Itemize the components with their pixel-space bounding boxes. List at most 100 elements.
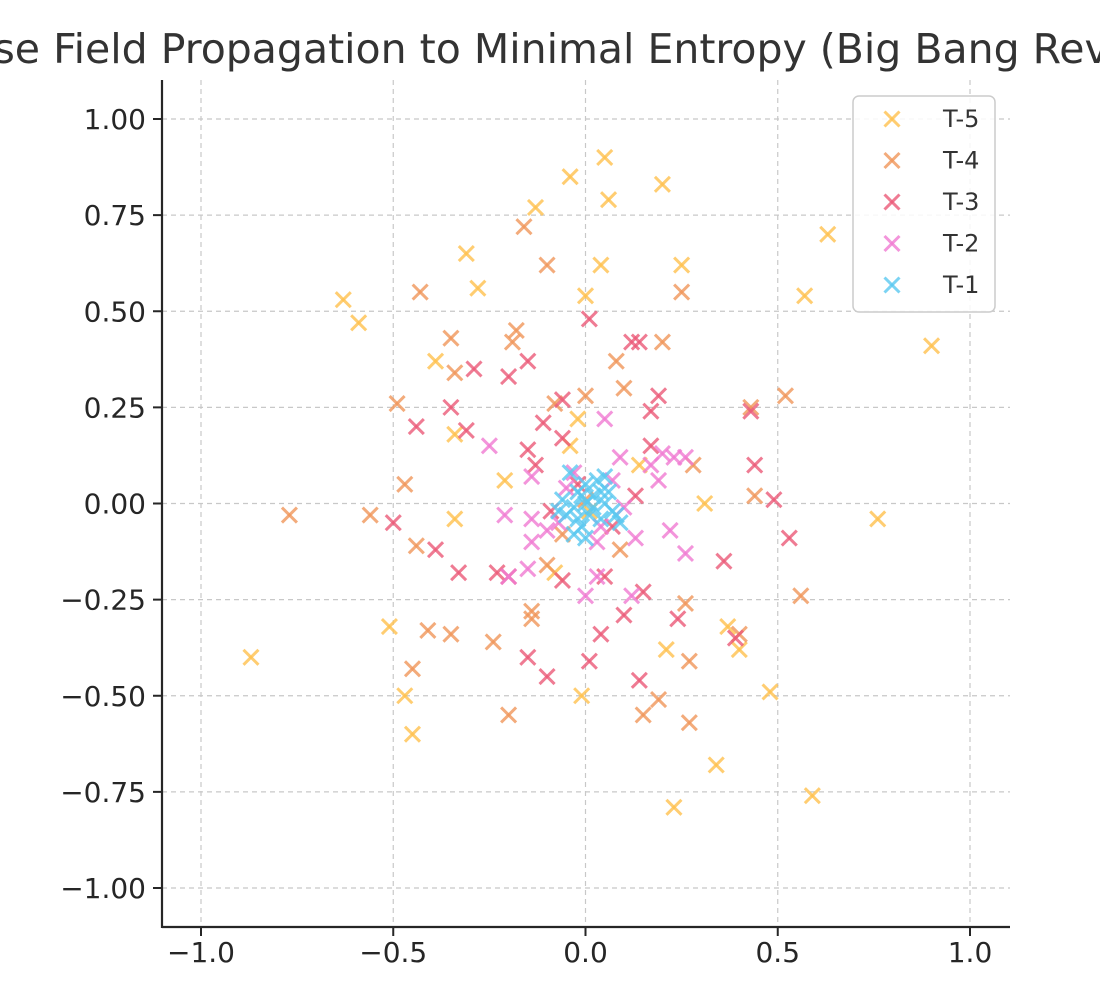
legend-label: T-5: [942, 105, 979, 133]
data-point-marker: [592, 256, 610, 274]
y-tick-label: 0.00: [84, 488, 146, 521]
legend-marker: [883, 276, 901, 294]
data-point-marker: [592, 625, 610, 643]
data-point-marker: [665, 798, 683, 816]
data-point-marker: [500, 368, 518, 386]
data-point-marker: [426, 352, 445, 370]
data-point-marker: [611, 448, 629, 466]
data-point-marker: [796, 287, 814, 305]
data-point-marker: [500, 567, 518, 586]
series-T-1: [550, 464, 629, 547]
data-point-marker: [442, 625, 460, 643]
data-point-marker: [407, 418, 425, 436]
data-point-marker: [523, 533, 541, 551]
data-point-marker: [523, 602, 541, 620]
data-point-marker: [557, 479, 575, 497]
data-point-marker: [592, 483, 610, 501]
data-point-marker: [515, 218, 533, 236]
data-point-marker: [607, 352, 625, 370]
data-point-marker: [649, 387, 668, 405]
x-tick-label: 1.0: [948, 936, 993, 969]
data-point-marker: [550, 502, 568, 520]
x-tick-label: −1.0: [167, 936, 235, 969]
data-point-marker: [615, 379, 633, 397]
data-point-marker: [580, 652, 598, 670]
data-point-marker: [442, 329, 460, 347]
data-point-marker: [615, 606, 633, 624]
data-point-marker: [746, 456, 764, 474]
data-point-marker: [649, 471, 668, 489]
data-point-marker: [673, 283, 691, 301]
data-point-marker: [803, 787, 821, 805]
data-point-marker: [715, 552, 733, 570]
data-point-marker: [523, 468, 541, 486]
data-point-marker: [611, 514, 629, 532]
y-tick-label: −0.50: [60, 680, 146, 713]
data-point-marker: [573, 687, 591, 705]
data-point-marker: [523, 510, 541, 528]
data-point-marker: [526, 198, 545, 216]
data-point-marker: [696, 494, 714, 513]
data-point-marker: [526, 456, 545, 474]
data-point-marker: [488, 564, 506, 582]
data-point-marker: [588, 567, 606, 586]
data-point-marker: [611, 541, 629, 559]
y-tick-label: 0.25: [84, 391, 146, 424]
data-point-marker: [707, 756, 725, 774]
legend-label: T-4: [942, 147, 979, 175]
data-point-marker: [634, 706, 652, 724]
data-point-marker: [396, 475, 414, 493]
data-point-marker: [500, 706, 518, 724]
data-point-marker: [446, 425, 464, 443]
data-point-marker: [561, 168, 579, 186]
data-point-marker: [653, 175, 671, 193]
data-point-marker: [403, 725, 422, 743]
data-point-marker: [507, 321, 525, 340]
data-point-marker: [553, 429, 571, 447]
series-T-4: [280, 218, 810, 732]
data-point-marker: [623, 333, 641, 351]
data-point-marker: [623, 587, 641, 605]
data-point-marker: [565, 525, 583, 543]
data-point-marker: [600, 483, 618, 501]
data-point-marker: [780, 529, 798, 547]
data-point-marker: [653, 333, 671, 351]
data-point-marker: [484, 633, 502, 651]
data-point-marker: [626, 529, 645, 547]
data-point-marker: [519, 648, 537, 666]
x-tick-label: −0.5: [359, 936, 427, 969]
data-point-marker: [634, 583, 652, 601]
data-point-marker: [469, 279, 487, 297]
series-T-3: [384, 310, 798, 689]
data-point-marker: [465, 360, 483, 378]
y-tick-label: 1.00: [84, 103, 146, 136]
data-point-marker: [496, 471, 514, 489]
y-tick-label: −0.75: [60, 776, 146, 809]
data-point-marker: [403, 660, 422, 678]
y-tick-label: −1.00: [60, 872, 146, 905]
data-point-marker: [719, 617, 737, 636]
data-point-marker: [534, 414, 552, 432]
legend-marker: [883, 234, 901, 253]
data-point-marker: [630, 333, 648, 351]
data-point-marker: [576, 529, 595, 547]
data-point-marker: [573, 487, 591, 505]
data-point-marker: [380, 617, 398, 636]
ticks: −1.0 −0.5 0.0 0.5 1.0 1.00 0.75 0.50 0.25 0.00 −0.…: [60, 103, 992, 969]
data-point-marker: [869, 510, 887, 528]
data-point-marker: [576, 587, 595, 605]
data-point-marker: [553, 491, 571, 509]
data-point-marker: [496, 506, 514, 524]
data-point-marker: [569, 475, 587, 493]
data-point-marker: [676, 544, 695, 563]
legend-label: T-2: [942, 230, 979, 258]
data-point-marker: [819, 225, 837, 243]
data-point-marker: [761, 683, 779, 701]
data-point-marker: [673, 256, 691, 274]
data-point-marker: [642, 456, 660, 474]
data-point-marker: [419, 621, 437, 639]
legend-frame: [852, 95, 996, 313]
data-point-marker: [280, 506, 298, 524]
data-point-marker: [600, 191, 618, 209]
data-point-marker: [411, 283, 429, 301]
